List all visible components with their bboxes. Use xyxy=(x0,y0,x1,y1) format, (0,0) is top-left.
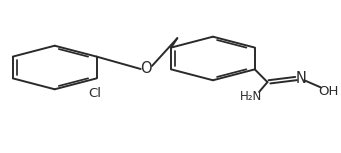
Text: Cl: Cl xyxy=(88,87,101,100)
Text: O: O xyxy=(140,62,152,76)
Text: OH: OH xyxy=(318,85,338,98)
Text: H₂N: H₂N xyxy=(240,90,262,103)
Text: N: N xyxy=(295,71,306,86)
